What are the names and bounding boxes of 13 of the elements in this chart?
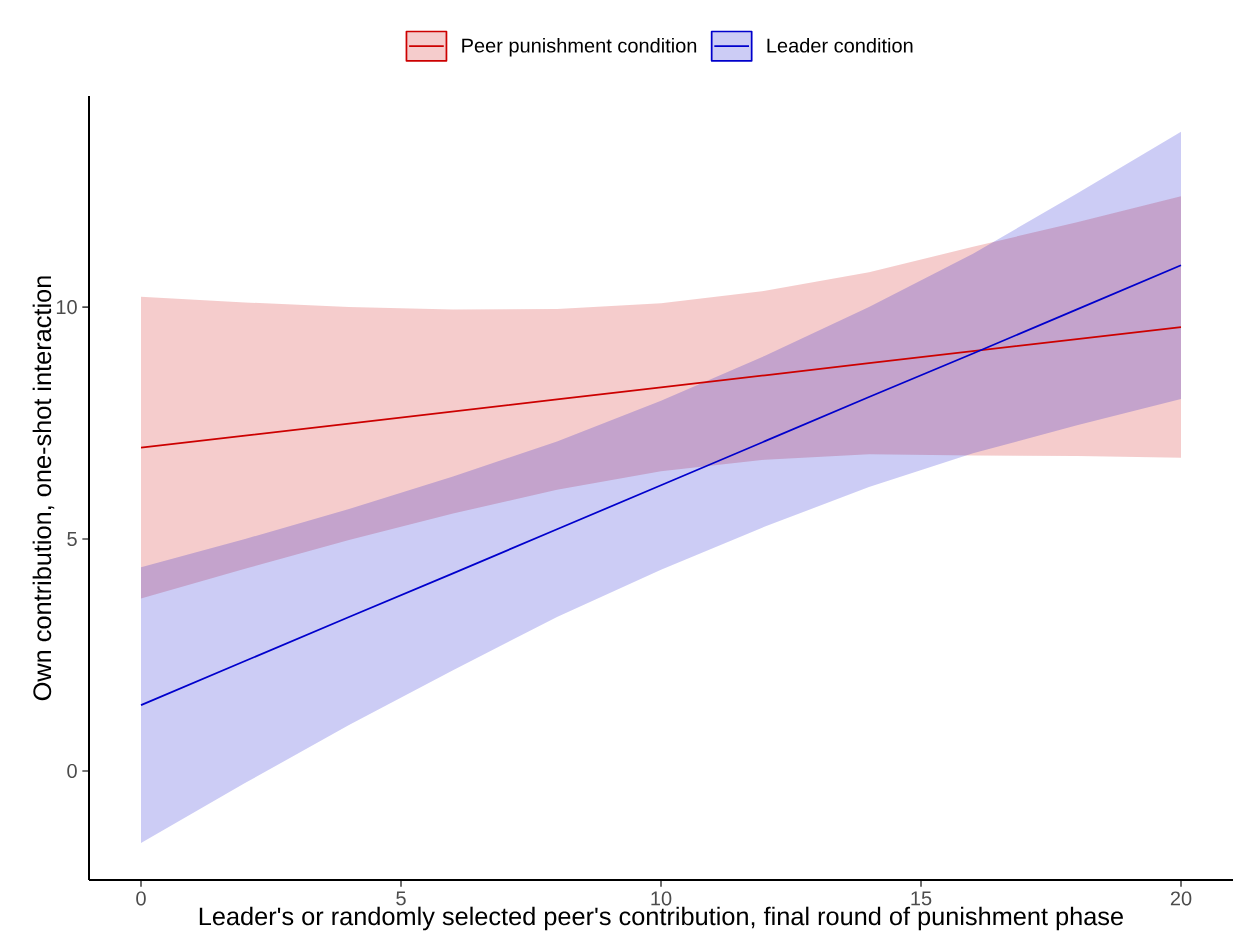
y-tick-label: 0 <box>67 763 77 779</box>
y-tick-label: 5 <box>67 532 77 546</box>
x-tick-label: 15 <box>911 891 932 906</box>
line-series <box>140 264 1182 706</box>
x-tick-label: 5 <box>396 891 406 906</box>
y-tick-label: 10 <box>56 299 77 315</box>
legend-label: Leader condition <box>767 37 913 53</box>
y-axis-title: Own contribution, one-shot interaction <box>32 276 55 701</box>
x-tick-label: 0 <box>136 891 146 906</box>
x-axis-title: Leader's or randomly selected peer's contribution, final round of punishment phase <box>199 906 1123 931</box>
x-tick-label: 20 <box>1170 891 1192 906</box>
legend-label: Peer punishment condition <box>462 37 697 57</box>
x-tick-label: 10 <box>651 891 672 906</box>
